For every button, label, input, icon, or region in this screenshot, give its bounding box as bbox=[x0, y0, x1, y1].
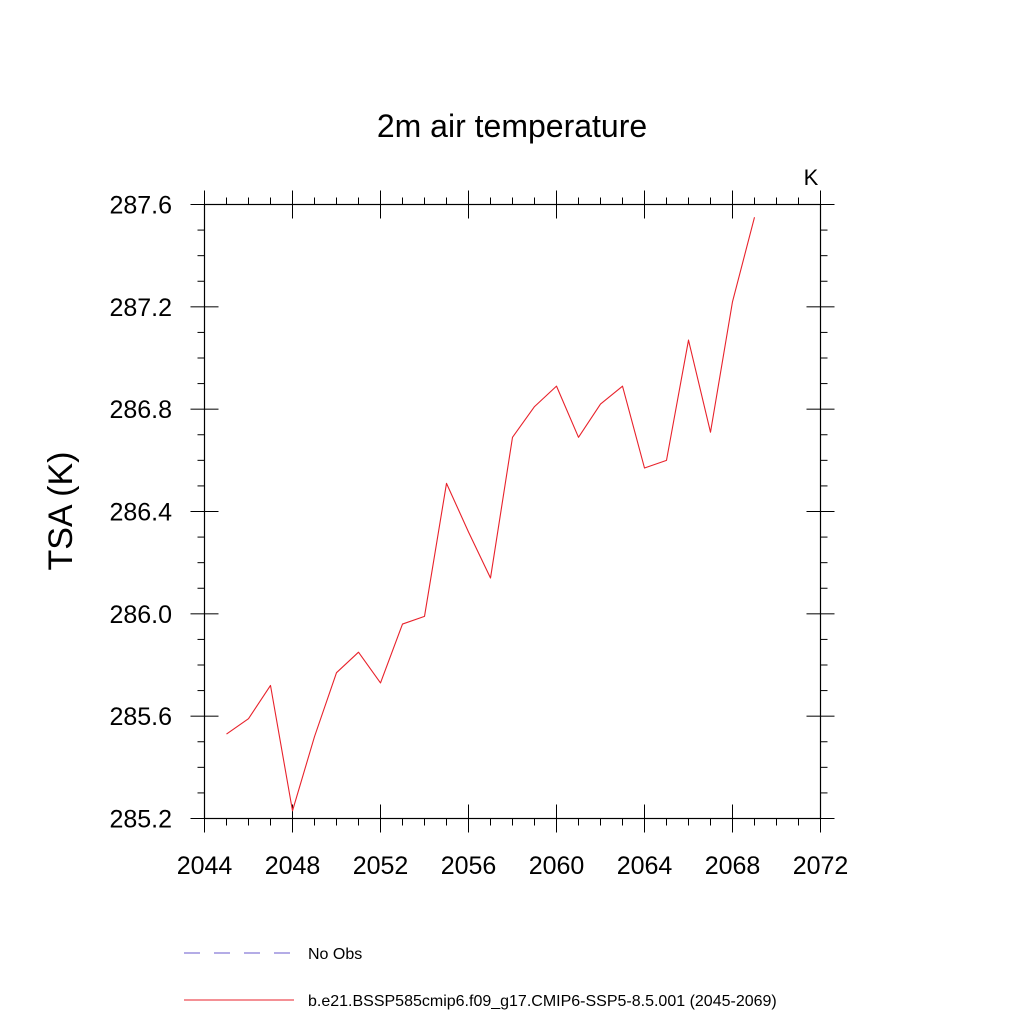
x-tick-label: 2044 bbox=[177, 852, 233, 880]
x-tick-label: 2056 bbox=[441, 852, 497, 880]
x-tick-label: 2052 bbox=[353, 852, 409, 880]
legend: No Obs b.e21.BSSP585cmip6.f09_g17.CMIP6-… bbox=[184, 946, 777, 1010]
y-tick-label: 285.2 bbox=[109, 806, 172, 834]
y-tick-label: 286.0 bbox=[109, 601, 172, 629]
y-tick-label: 286.8 bbox=[109, 396, 172, 424]
x-tick-labels: 2044 2048 2052 2056 2060 2064 2068 2072 bbox=[177, 852, 849, 880]
y-tick-label: 287.6 bbox=[109, 192, 172, 220]
x-tick-label: 2048 bbox=[265, 852, 321, 880]
series-line-ssp585 bbox=[226, 217, 756, 812]
units-label: K bbox=[804, 165, 819, 190]
y-tick-label: 287.2 bbox=[109, 294, 172, 322]
x-tick-label: 2068 bbox=[705, 852, 761, 880]
x-tick-label: 2064 bbox=[617, 852, 673, 880]
chart-title: 2m air temperature bbox=[377, 108, 647, 144]
y-axis-label: TSA (K) bbox=[42, 451, 80, 570]
y-tick-label: 285.6 bbox=[109, 703, 172, 731]
legend-label-ssp585: b.e21.BSSP585cmip6.f09_g17.CMIP6-SSP5-8.… bbox=[308, 993, 777, 1010]
legend-label-no-obs: No Obs bbox=[308, 946, 362, 963]
x-tick-label: 2072 bbox=[793, 852, 849, 880]
y-tick-label: 286.4 bbox=[109, 499, 172, 527]
x-tick-label: 2060 bbox=[529, 852, 585, 880]
axis-ticks bbox=[190, 190, 835, 833]
y-tick-labels: 285.2 285.6 286.0 286.4 286.8 287.2 287.6 bbox=[109, 192, 172, 834]
legend-entry-no-obs: No Obs bbox=[184, 946, 362, 963]
series-layer bbox=[226, 217, 756, 812]
plot-frame bbox=[203, 203, 822, 820]
legend-entry-ssp585: b.e21.BSSP585cmip6.f09_g17.CMIP6-SSP5-8.… bbox=[184, 993, 777, 1010]
